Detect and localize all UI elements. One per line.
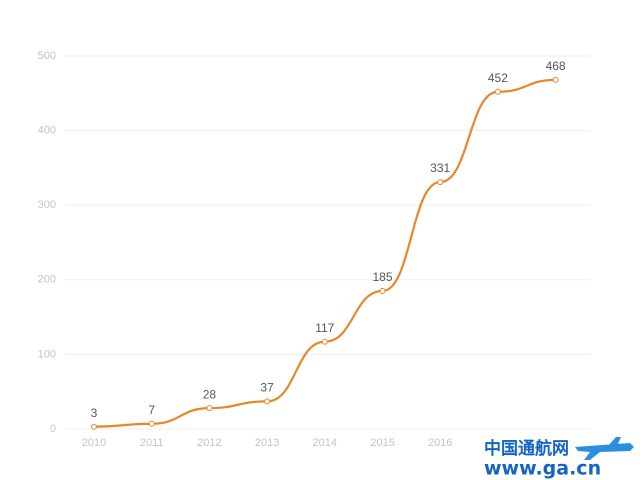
x-tick-label: 2015	[370, 437, 394, 449]
x-tick-label: 2012	[197, 437, 221, 449]
watermark-name: 中国通航网	[484, 438, 569, 459]
point	[206, 405, 213, 412]
x-tick-label: 2010	[82, 437, 106, 449]
value-label: 468	[546, 59, 566, 73]
value-label: 37	[260, 381, 274, 395]
value-label: 28	[203, 387, 217, 401]
point	[91, 423, 97, 430]
value-label: 331	[430, 161, 450, 175]
y-tick-label: 100	[38, 348, 56, 360]
y-tick-label: 500	[38, 50, 56, 62]
value-label: 452	[488, 71, 508, 85]
y-tick-label: 300	[38, 199, 56, 211]
point	[264, 398, 271, 405]
x-tick-label: 2013	[255, 437, 279, 449]
x-tick-label: 2011	[140, 437, 164, 449]
y-tick-label: 400	[38, 125, 56, 137]
y-tick-label: 200	[38, 274, 56, 286]
value-label: 185	[372, 270, 392, 284]
point	[494, 88, 501, 95]
x-tick-label: 2014	[313, 437, 337, 449]
value-label: 117	[315, 321, 334, 335]
point	[552, 76, 559, 83]
point	[148, 420, 155, 427]
y-tick-label: 0	[50, 423, 56, 435]
value-label: 7	[148, 403, 155, 417]
line	[93, 78, 556, 428]
point	[321, 338, 328, 345]
watermark-url: www.ga.cn	[484, 458, 601, 480]
value-label: 3	[91, 406, 98, 420]
watermark-icon	[575, 437, 634, 460]
point	[379, 287, 386, 294]
point	[437, 179, 444, 186]
x-tick-label: 2016	[428, 437, 452, 449]
